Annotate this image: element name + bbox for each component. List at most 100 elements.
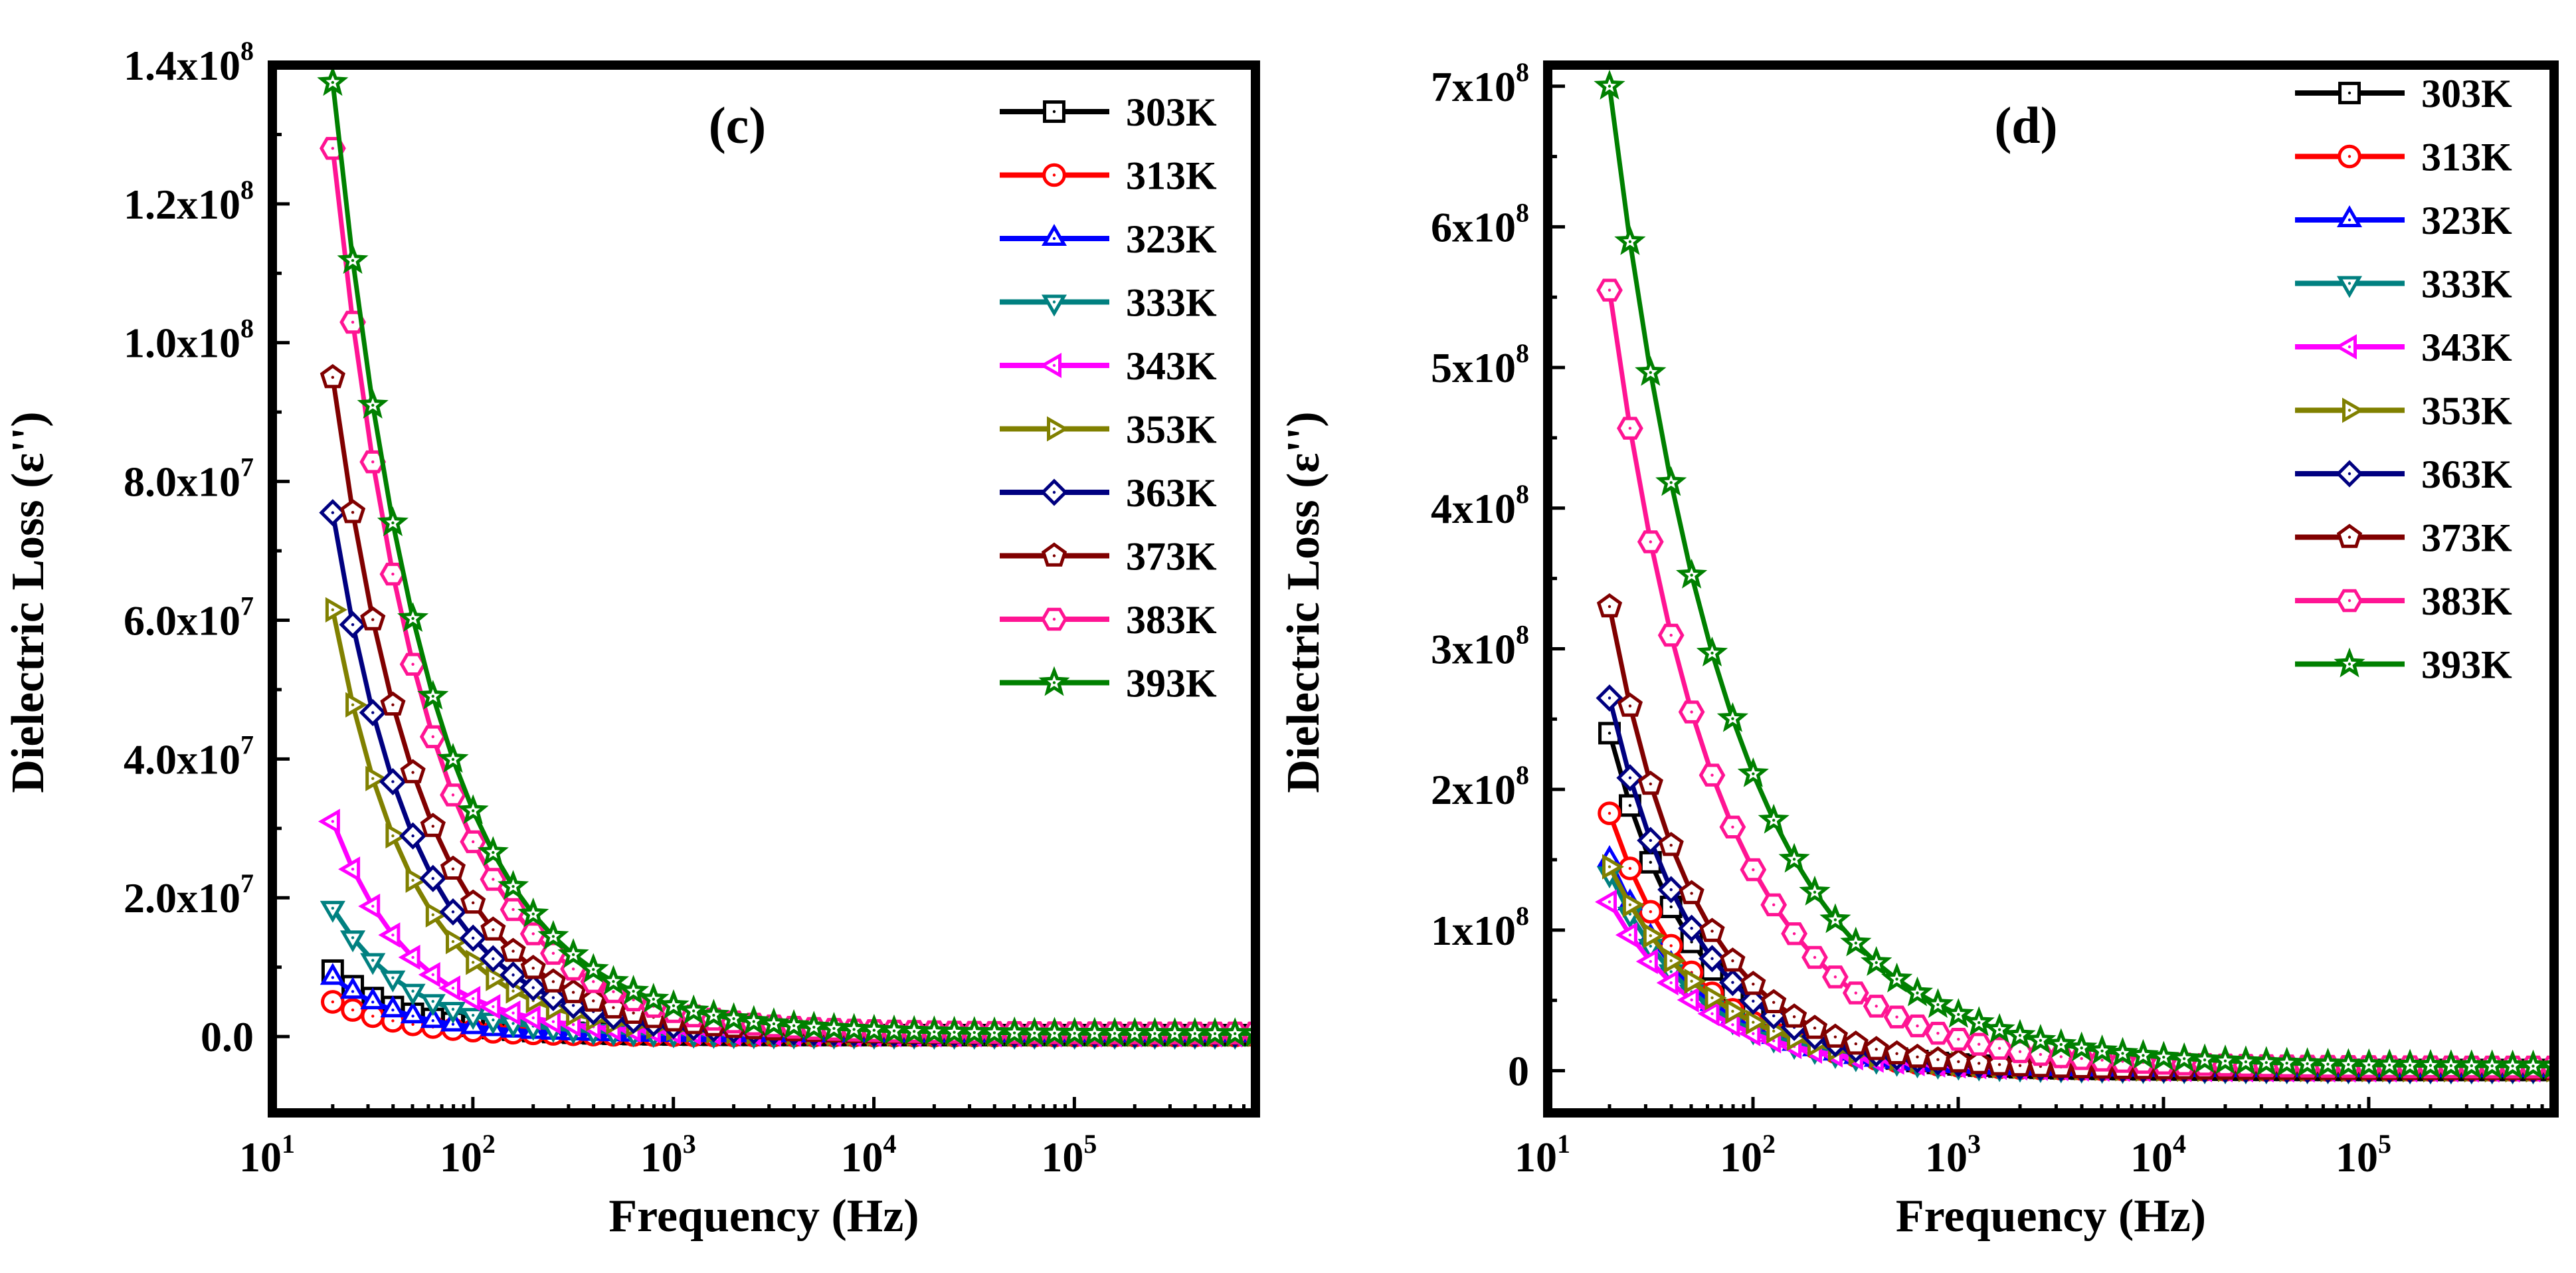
legend-item-323K: 323K (1000, 217, 1217, 261)
y-tick-mantissa: 2x10 (1431, 766, 1516, 813)
data-point-333K (320, 900, 345, 923)
data-point-353K-dot (391, 834, 395, 838)
data-point-353K-dot (411, 878, 414, 882)
data-point-383K-dot (2039, 1052, 2043, 1056)
y-tick-mantissa: 1x10 (1431, 907, 1516, 954)
y-tick-label: 5x108 (1431, 338, 1529, 391)
data-point-373K-dot (1936, 1058, 1940, 1062)
data-point-393K-dot (1916, 991, 1919, 995)
data-point-353K-dot (1710, 996, 1714, 999)
y-tick-label: 8.0x107 (124, 452, 254, 506)
y-tick-exponent: 7 (240, 730, 254, 759)
data-point-373K-dot (2018, 1064, 2022, 1068)
data-point-393K-dot (2326, 1062, 2330, 1066)
data-point-383K-dot (351, 320, 355, 324)
y-tick-label: 0 (1508, 1047, 1529, 1094)
data-point-373K-dot (1977, 1062, 1981, 1065)
data-point-353K (1704, 985, 1727, 1011)
legend-marker (1041, 294, 1067, 317)
legend-label: 333K (2421, 262, 2512, 306)
data-point-333K-dot (451, 1007, 455, 1011)
data-point-303K-dot (1669, 905, 1673, 909)
legend-item-333K: 333K (2295, 262, 2512, 306)
data-point-353K-dot (331, 608, 335, 612)
data-point-363K-dot (351, 623, 355, 627)
data-point-353K (425, 902, 448, 928)
data-point-373K-dot (451, 867, 455, 870)
data-point-383K-dot (1690, 710, 1693, 714)
data-point-383K-dot (1895, 1015, 1898, 1019)
data-point-373K-dot (371, 618, 375, 621)
data-point-393K-dot (2100, 1049, 2104, 1052)
legend-item-383K: 383K (1000, 598, 1217, 642)
data-point-393K-dot (2470, 1064, 2473, 1068)
legend-marker (1047, 416, 1069, 442)
data-point-393K-dot (1833, 918, 1837, 922)
data-point-393K-dot (1997, 1028, 2001, 1031)
x-tick-exponent: 1 (1557, 1129, 1570, 1159)
legend-label: 353K (2421, 389, 2512, 433)
legend-marker (2336, 205, 2363, 227)
y-tick-exponent: 8 (1516, 619, 1529, 649)
data-point-383K-dot (492, 878, 495, 881)
data-point-383K-dot (1669, 633, 1673, 637)
x-tick-base: 10 (1515, 1133, 1557, 1181)
data-point-383K-dot (551, 951, 555, 955)
data-point-373K-dot (391, 703, 395, 706)
y-tick-mantissa: 0.0 (201, 1013, 254, 1060)
data-point-313K-dot (331, 1000, 335, 1004)
data-point-393K-dot (2408, 1064, 2412, 1067)
data-point-353K-dot (1690, 979, 1693, 983)
data-point-343K-dot (571, 1023, 575, 1027)
data-point-343K (1697, 1001, 1720, 1027)
data-point-383K-dot (2080, 1057, 2083, 1060)
x-axis-title: Frequency (Hz) (608, 1191, 919, 1242)
data-point-393K-dot (812, 1025, 816, 1029)
x-tick-exponent: 2 (482, 1129, 496, 1159)
y-tick-mantissa: 0 (1508, 1047, 1529, 1094)
legend-item-323K: 323K (2295, 199, 2512, 243)
data-point-323K-dot (391, 1008, 395, 1012)
data-point-383K-dot (571, 967, 575, 971)
data-point-353K (1643, 923, 1665, 949)
data-point-353K-dot (511, 989, 515, 993)
data-point-393K-dot (1113, 1032, 1117, 1035)
data-point-393K-dot (1012, 1031, 1016, 1034)
data-point-353K (1663, 948, 1686, 974)
data-point-393K-dot (933, 1030, 936, 1034)
legend-label: 333K (1126, 281, 1217, 325)
data-point-343K (1594, 889, 1617, 915)
x-tick-base: 10 (440, 1133, 482, 1181)
data-point-393K-dot (551, 935, 555, 938)
data-point-333K-dot (371, 959, 375, 962)
data-point-373K-dot (632, 1011, 635, 1015)
y-tick-label: 2x108 (1431, 760, 1529, 813)
data-point-343K (418, 961, 440, 988)
y-tick-mantissa: 4.0x10 (124, 735, 240, 783)
data-point-333K (440, 1002, 466, 1025)
data-point-333K-dot (391, 976, 395, 979)
legend-item-363K: 363K (2295, 452, 2512, 496)
data-point-393K-dot (672, 1004, 676, 1007)
legend-label: 343K (2421, 326, 2512, 369)
data-point-393K-dot (1233, 1032, 1237, 1036)
data-point-373K-dot (571, 991, 575, 994)
data-point-383K-dot (1752, 868, 1755, 872)
data-point-363K-dot (411, 834, 414, 838)
y-tick-label: 2.0x107 (124, 868, 254, 922)
legend-marker-dot (1052, 554, 1056, 557)
data-point-343K (358, 893, 381, 920)
y-tick-exponent: 8 (1516, 901, 1529, 931)
data-point-373K-dot (1833, 1035, 1837, 1038)
data-point-393K-dot (953, 1030, 956, 1034)
data-point-393K-dot (2039, 1038, 2043, 1042)
x-tick-exponent: 3 (1968, 1129, 1981, 1159)
y-tick-label: 1.4x108 (124, 36, 254, 89)
legend-label: 373K (1126, 535, 1217, 579)
series-363K (319, 499, 1255, 1048)
data-point-393K-dot (1133, 1032, 1137, 1035)
data-point-343K-dot (1608, 900, 1611, 904)
y-tick-label: 0.0 (201, 1013, 254, 1060)
data-point-383K-dot (1710, 773, 1714, 777)
data-point-393K-dot (1977, 1021, 1981, 1025)
